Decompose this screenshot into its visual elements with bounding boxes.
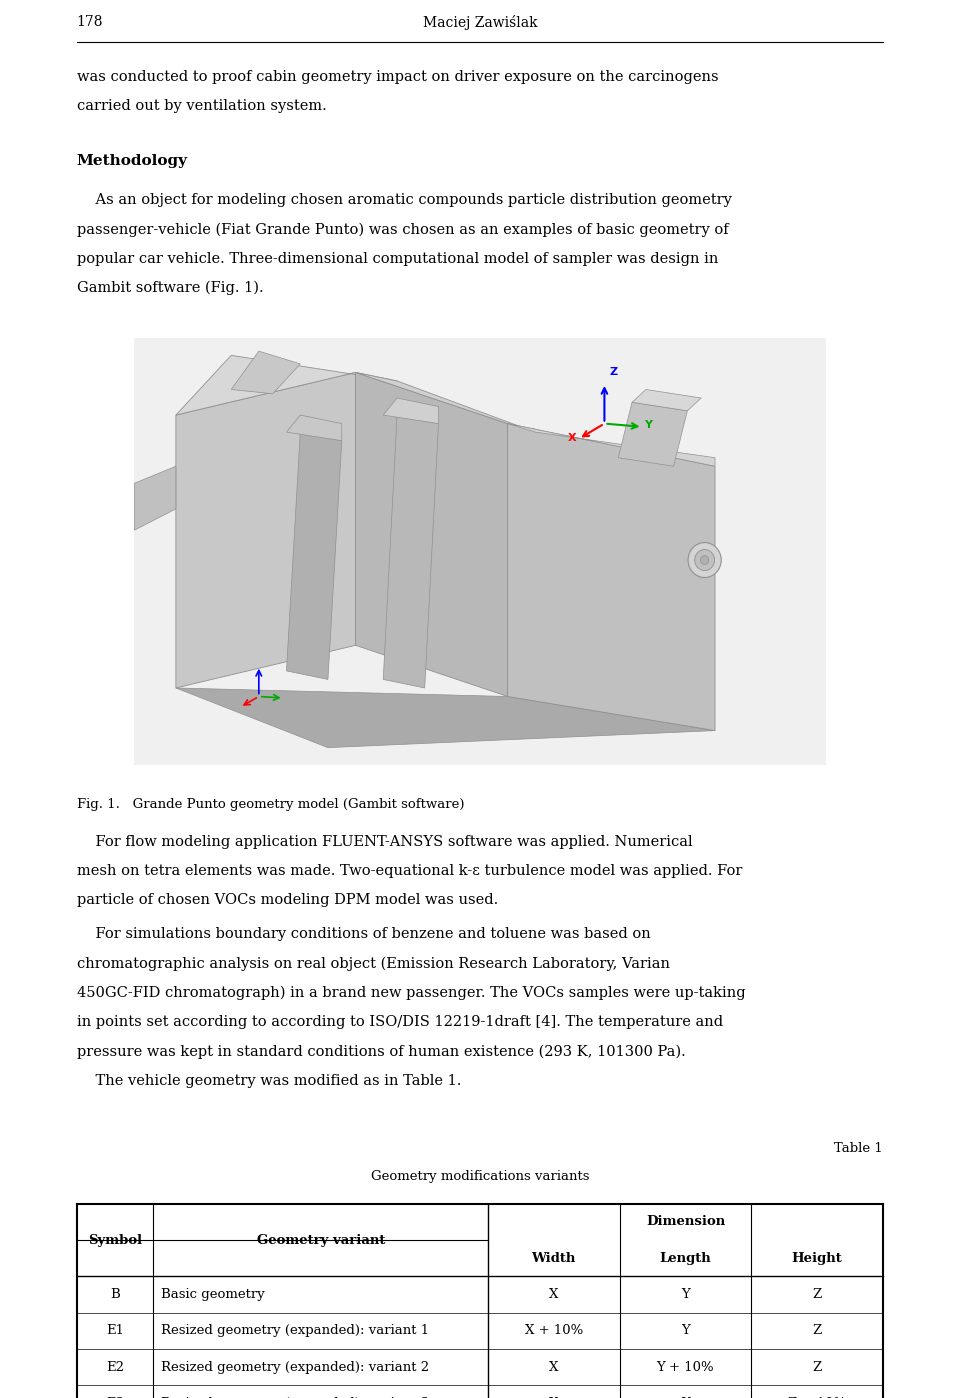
Text: Geometry modifications variants: Geometry modifications variants — [371, 1170, 589, 1183]
Text: Z: Z — [610, 366, 617, 376]
Text: pressure was kept in standard conditions of human existence (293 K, 101300 Pa).: pressure was kept in standard conditions… — [77, 1044, 685, 1058]
Text: The vehicle geometry was modified as in Table 1.: The vehicle geometry was modified as in … — [77, 1074, 461, 1088]
Text: chromatographic analysis on real object (Emission Research Laboratory, Varian: chromatographic analysis on real object … — [77, 956, 670, 970]
Text: E2: E2 — [107, 1360, 124, 1374]
Text: passenger-vehicle (Fiat Grande Punto) was chosen as an examples of basic geometr: passenger-vehicle (Fiat Grande Punto) wa… — [77, 222, 729, 236]
Polygon shape — [355, 372, 536, 432]
Text: Z: Z — [812, 1324, 822, 1338]
Text: mesh on tetra elements was made. Two-equational k-ε turbulence model was applied: mesh on tetra elements was made. Two-equ… — [77, 864, 742, 878]
Ellipse shape — [695, 549, 714, 570]
Polygon shape — [176, 355, 397, 415]
Polygon shape — [176, 372, 355, 688]
Text: Fig. 1.   Grande Punto geometry model (Gambit software): Fig. 1. Grande Punto geometry model (Gam… — [77, 798, 465, 811]
Text: Basic geometry: Basic geometry — [161, 1288, 265, 1302]
Text: X: X — [567, 432, 576, 443]
Polygon shape — [286, 415, 342, 440]
Text: For flow modeling application FLUENT-ANSYS software was applied. Numerical: For flow modeling application FLUENT-ANS… — [77, 835, 692, 849]
Text: Z: Z — [812, 1360, 822, 1374]
Text: Symbol: Symbol — [88, 1233, 142, 1247]
Text: Gambit software (Fig. 1).: Gambit software (Fig. 1). — [77, 281, 263, 295]
Text: Z: Z — [812, 1288, 822, 1302]
Text: in points set according to according to ISO/DIS 12219-1draft [4]. The temperatur: in points set according to according to … — [77, 1015, 723, 1029]
Text: particle of chosen VOCs modeling DPM model was used.: particle of chosen VOCs modeling DPM mod… — [77, 893, 498, 907]
Text: B: B — [110, 1288, 120, 1302]
Text: For simulations boundary conditions of benzene and toluene was based on: For simulations boundary conditions of b… — [77, 927, 651, 941]
Bar — [134, 338, 826, 765]
Text: carried out by ventilation system.: carried out by ventilation system. — [77, 99, 326, 113]
Text: Resized geometry (expanded): variant 1: Resized geometry (expanded): variant 1 — [161, 1324, 429, 1338]
Text: 178: 178 — [77, 15, 104, 29]
Text: X: X — [549, 1360, 559, 1374]
Text: popular car vehicle. Three-dimensional computational model of sampler was design: popular car vehicle. Three-dimensional c… — [77, 252, 718, 266]
Ellipse shape — [701, 555, 708, 565]
Polygon shape — [355, 372, 508, 696]
Polygon shape — [618, 403, 687, 467]
Text: As an object for modeling chosen aromatic compounds particle distribution geomet: As an object for modeling chosen aromati… — [77, 193, 732, 207]
Text: X: X — [549, 1288, 559, 1302]
Text: E1: E1 — [107, 1324, 124, 1338]
Text: Table 1: Table 1 — [834, 1142, 883, 1155]
Text: Height: Height — [792, 1251, 843, 1265]
Text: Maciej Zawiślak: Maciej Zawiślak — [422, 15, 538, 29]
Text: Y: Y — [644, 421, 653, 431]
Polygon shape — [632, 390, 701, 411]
Polygon shape — [508, 424, 715, 731]
Text: Y: Y — [681, 1288, 689, 1302]
Polygon shape — [176, 688, 715, 748]
Ellipse shape — [688, 542, 721, 577]
Text: X + 10%: X + 10% — [525, 1324, 583, 1338]
Polygon shape — [286, 432, 342, 679]
Text: Resized geometry (expanded): variant 2: Resized geometry (expanded): variant 2 — [161, 1360, 429, 1374]
Text: Geometry variant: Geometry variant — [256, 1233, 385, 1247]
Text: Methodology: Methodology — [77, 154, 188, 168]
Text: Y: Y — [681, 1324, 689, 1338]
Polygon shape — [231, 351, 300, 394]
Text: Width: Width — [532, 1251, 576, 1265]
Polygon shape — [383, 415, 439, 688]
Polygon shape — [508, 424, 715, 467]
Polygon shape — [383, 398, 439, 424]
Text: Dimension: Dimension — [646, 1215, 725, 1229]
Polygon shape — [134, 467, 176, 530]
Text: Y + 10%: Y + 10% — [657, 1360, 714, 1374]
Text: Length: Length — [660, 1251, 711, 1265]
Text: 450GC-FID chromatograph) in a brand new passenger. The VOCs samples were up-taki: 450GC-FID chromatograph) in a brand new … — [77, 986, 745, 1000]
Text: was conducted to proof cabin geometry impact on driver exposure on the carcinoge: was conducted to proof cabin geometry im… — [77, 70, 718, 84]
